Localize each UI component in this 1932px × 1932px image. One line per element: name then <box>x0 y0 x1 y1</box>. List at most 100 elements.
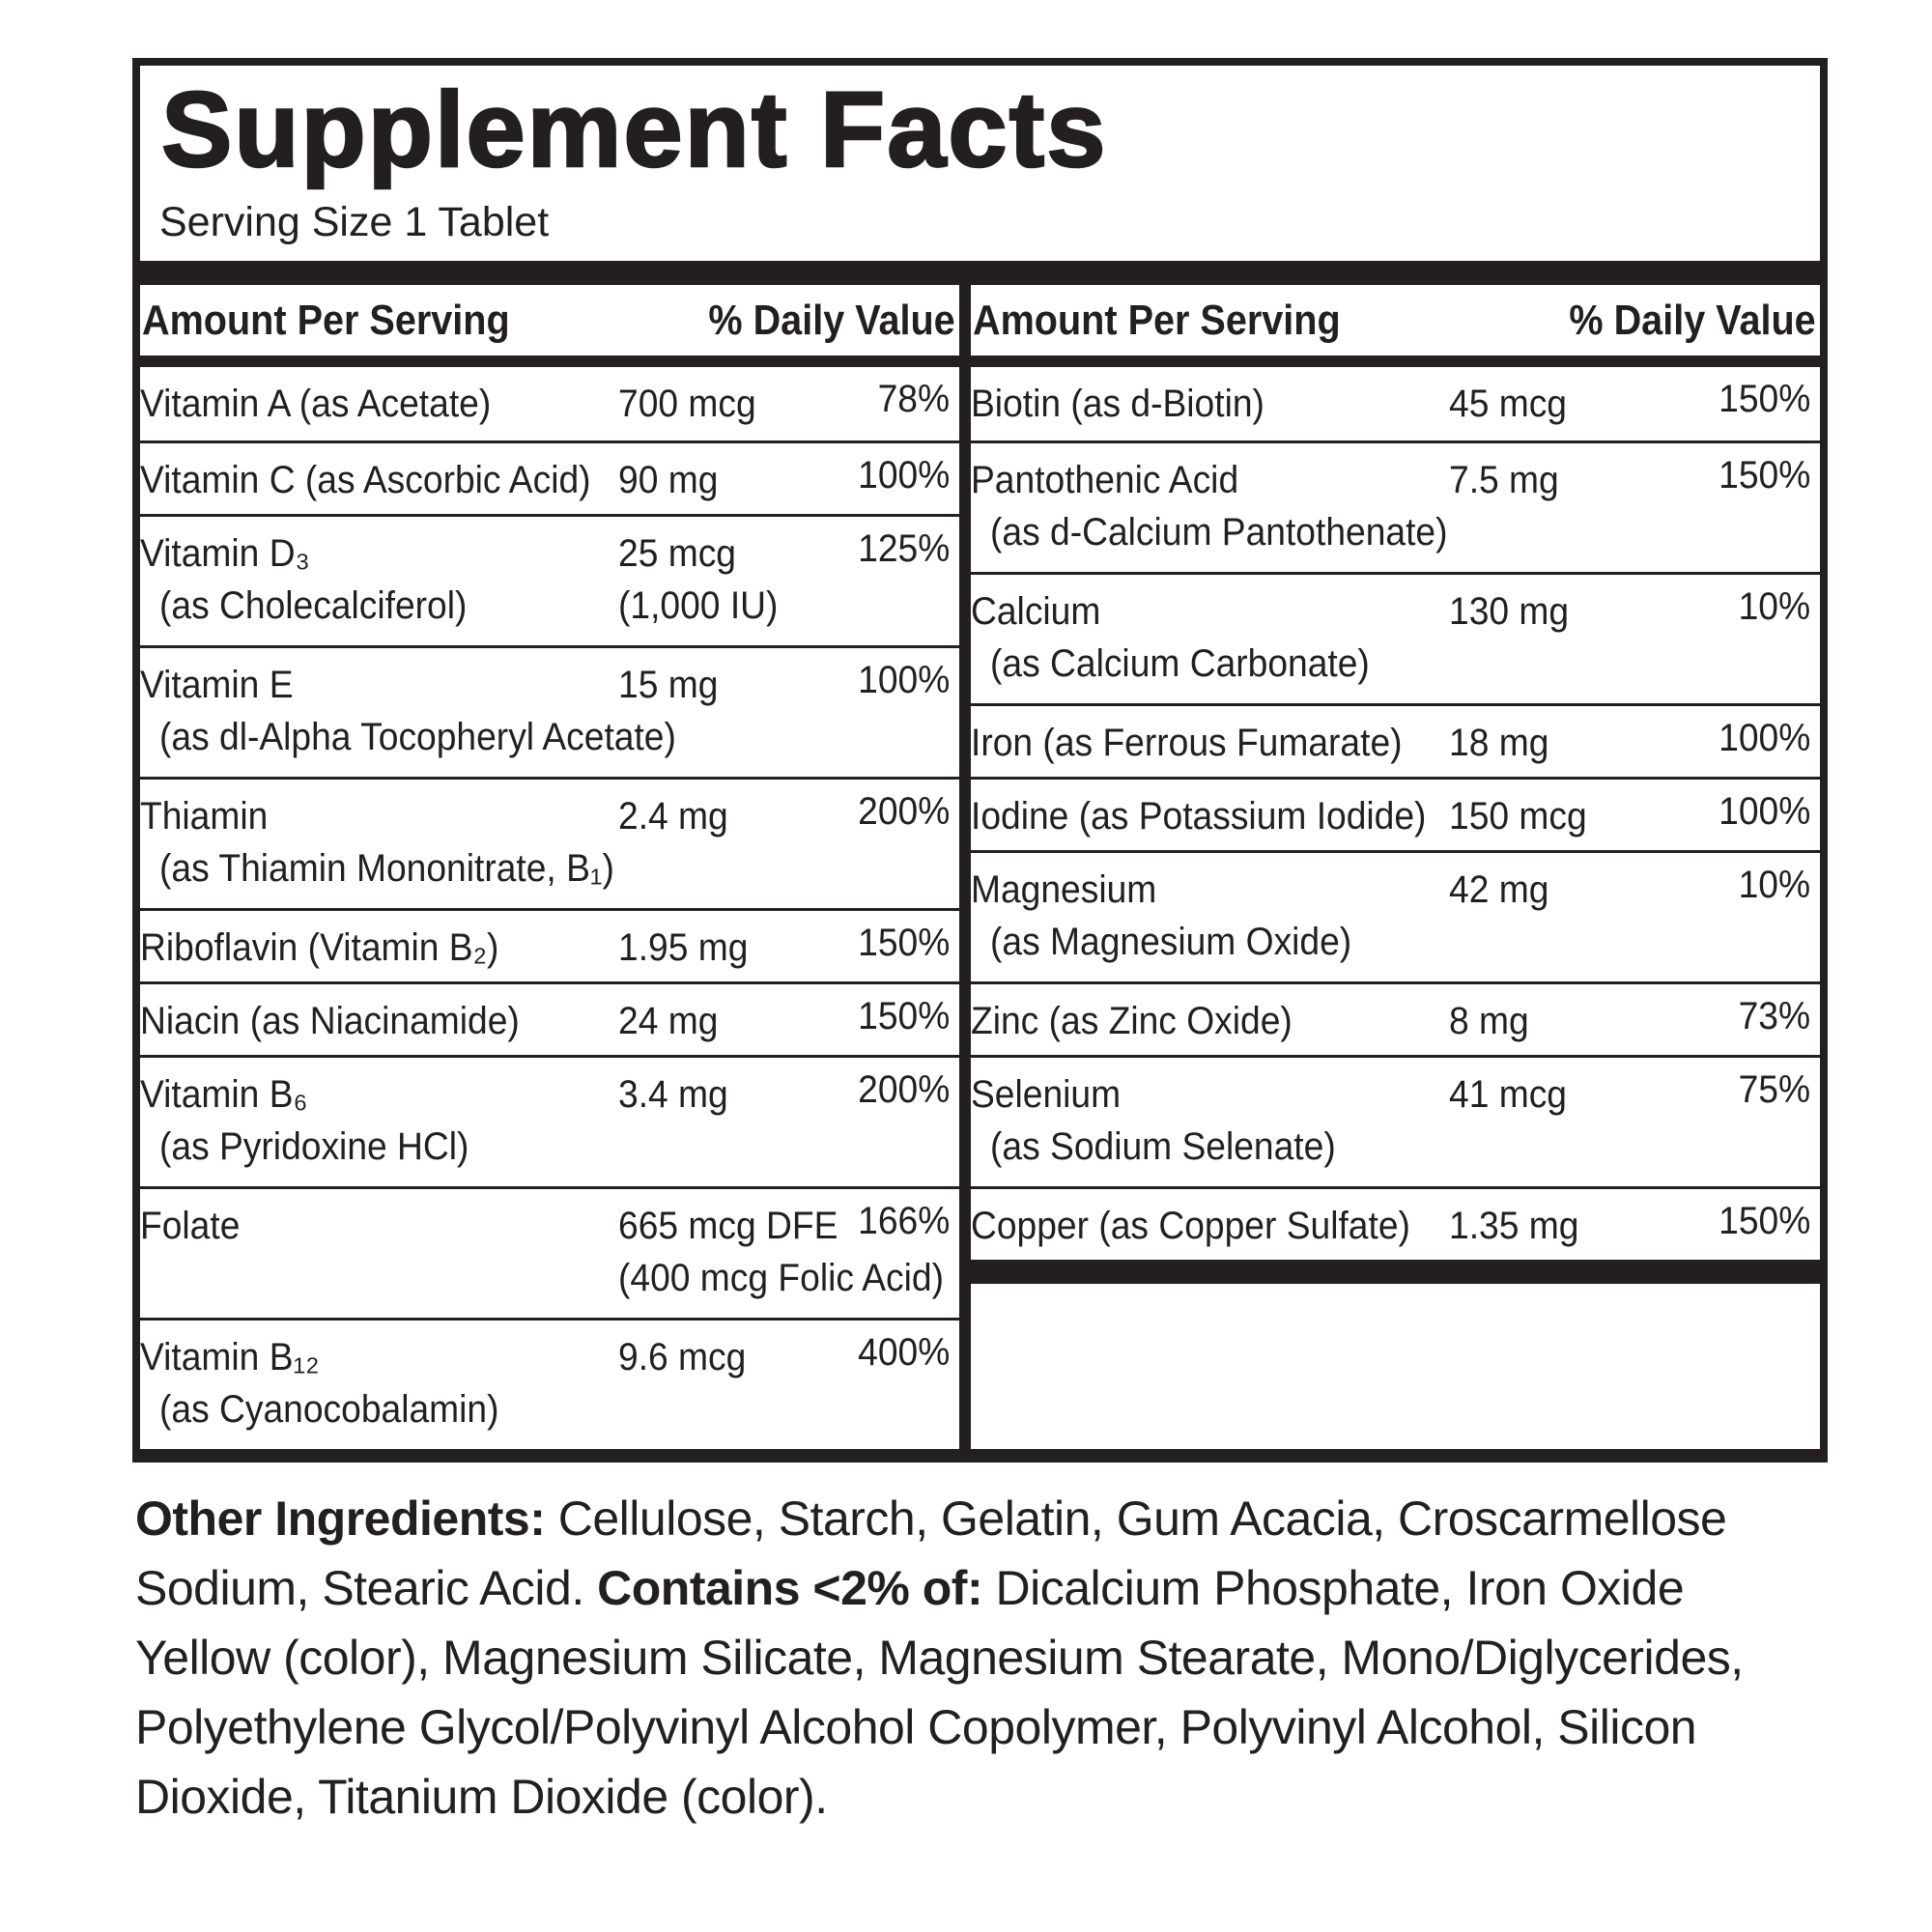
nutrient-amount-text: 9.6 mcg <box>618 1336 747 1378</box>
nutrient-amount-text: 150 mcg <box>1449 795 1587 838</box>
nutrient-name-secondary: (as Calcium Carbonate) <box>971 638 1820 690</box>
nutrient-daily-value: 150% <box>851 922 950 965</box>
nutrient-amount-line: 700 mcg <box>618 378 766 430</box>
nutrient-amount: 9.6 mcg <box>618 1331 755 1383</box>
nutrient-name-cell: Copper (as Copper Sulfate) <box>971 1200 1820 1252</box>
nutrient-amount-line: 665 mcg DFE <box>618 1200 968 1252</box>
nutrient-name-cell: Calcium (as Calcium Carbonate) <box>971 585 1820 690</box>
nutrient-name: Iodine (as Potassium Iodide) <box>971 790 1820 842</box>
nutrient-row: Vitamin D₃ (as Cholecalciferol) 25 mcg (1,0… <box>140 514 959 645</box>
separator-bar-top <box>140 261 1820 285</box>
nutrient-name-secondary-text: (as Sodium Selenate) <box>990 1125 1336 1168</box>
nutrient-amount-secondary: (400 mcg Folic Acid) <box>618 1252 968 1304</box>
nutrient-daily-value-text: 150% <box>1718 1200 1810 1242</box>
nutrient-name: Vitamin A (as Acetate) <box>140 378 959 430</box>
nutrient-daily-value: 150% <box>1712 1200 1810 1243</box>
header-daily-value-label: % Daily Value <box>1569 296 1816 344</box>
nutrient-name-secondary: (as d-Calcium Pantothenate) <box>971 506 1820 558</box>
nutrient-amount-line: 45 mcg <box>1449 378 1576 430</box>
nutrient-name-text: Selenium <box>971 1073 1122 1116</box>
nutrient-amount-line: 25 mcg <box>618 527 790 580</box>
nutrient-row: Iron (as Ferrous Fumarate) 18 mg 100% <box>971 703 1820 777</box>
nutrient-name: Riboflavin (Vitamin B₂) <box>140 922 959 974</box>
nutrient-daily-value: 150% <box>1712 454 1810 497</box>
nutrient-row: Calcium (as Calcium Carbonate) 130 mg 10% <box>971 572 1820 703</box>
nutrient-row: Vitamin B₆ (as Pyridoxine HCl) 3.4 mg 200% <box>140 1055 959 1186</box>
nutrient-name-cell: Vitamin B₁₂ (as Cyanocobalamin) <box>140 1331 959 1435</box>
nutrient-daily-value-text: 125% <box>857 527 950 570</box>
nutrient-name-cell: Niacin (as Niacinamide) <box>140 995 959 1047</box>
nutrient-amount-text: 45 mcg <box>1449 383 1567 425</box>
nutrient-amount: 665 mcg DFE (400 mcg Folic Acid) <box>618 1200 968 1304</box>
nutrient-amount: 8 mg <box>1449 995 1535 1047</box>
nutrient-name-secondary: (as Pyridoxine HCl) <box>140 1121 959 1173</box>
nutrient-name: Biotin (as d-Biotin) <box>971 378 1820 430</box>
nutrient-name-secondary: (as dl-Alpha Tocopheryl Acetate) <box>140 711 959 763</box>
nutrient-row: Thiamin (as Thiamin Mononitrate, B₁) 2.4 m… <box>140 777 959 908</box>
nutrient-amount-text: 90 mg <box>618 459 719 501</box>
nutrient-name-secondary: (as Cholecalciferol) <box>140 580 959 632</box>
other-ingredients: Other Ingredients: Cellulose, Starch, Ge… <box>135 1484 1770 1832</box>
nutrient-name: Calcium <box>971 585 1820 638</box>
nutrient-name: Copper (as Copper Sulfate) <box>971 1200 1820 1252</box>
nutrient-name-secondary-text: (as Cyanocobalamin) <box>159 1388 499 1431</box>
nutrient-name-text: Thiamin <box>140 795 269 838</box>
nutrient-name-cell: Selenium (as Sodium Selenate) <box>971 1068 1820 1173</box>
nutrient-amount-secondary-text: (1,000 IU) <box>618 584 779 627</box>
separator-bar-end <box>971 1260 1820 1284</box>
nutrient-amount-text: 42 mg <box>1449 868 1549 911</box>
nutrient-row: Vitamin E (as dl-Alpha Tocopheryl Acetate… <box>140 645 959 777</box>
nutrient-amount: 7.5 mg <box>1449 454 1567 506</box>
nutrient-amount: 15 mg <box>618 659 725 711</box>
nutrient-name: Vitamin B₁₂ <box>140 1331 959 1383</box>
nutrient-daily-value-text: 200% <box>857 790 950 833</box>
nutrient-daily-value-text: 100% <box>857 454 950 497</box>
nutrient-amount: 130 mg <box>1449 585 1577 638</box>
nutrient-daily-value-text: 10% <box>1738 585 1810 628</box>
nutrient-daily-value: 78% <box>872 378 950 421</box>
nutrient-name-text: Iodine (as Potassium Iodide) <box>971 795 1427 838</box>
nutrient-row: Vitamin C (as Ascorbic Acid) 90 mg 100% <box>140 440 959 514</box>
nutrient-name-cell: Thiamin (as Thiamin Mononitrate, B₁) <box>140 790 959 895</box>
nutrient-amount-line: 41 mcg <box>1449 1068 1576 1121</box>
serving-size: Serving Size 1 Tablet <box>159 199 550 245</box>
nutrient-daily-value-text: 100% <box>1718 790 1810 833</box>
nutrient-amount-text: 25 mcg <box>618 532 736 575</box>
nutrient-daily-value-text: 400% <box>857 1331 950 1374</box>
nutrient-name: Niacin (as Niacinamide) <box>140 995 959 1047</box>
nutrient-name-secondary: (as Thiamin Mononitrate, B₁) <box>140 842 959 895</box>
nutrient-row: Zinc (as Zinc Oxide) 8 mg 73% <box>971 981 1820 1055</box>
nutrient-daily-value: 100% <box>1712 717 1810 760</box>
nutrient-amount: 41 mcg <box>1449 1068 1576 1121</box>
nutrient-daily-value-text: 73% <box>1738 995 1810 1037</box>
nutrient-amount-line: 18 mg <box>1449 717 1556 769</box>
nutrient-name-text: Vitamin E <box>140 664 294 706</box>
nutrient-amount-text: 41 mcg <box>1449 1073 1567 1116</box>
nutrient-amount-line: 130 mg <box>1449 585 1577 638</box>
nutrient-name: Magnesium <box>971 864 1820 916</box>
nutrient-row: Selenium (as Sodium Selenate) 41 mcg 75% <box>971 1055 1820 1186</box>
nutrient-name-text: Riboflavin (Vitamin B₂) <box>140 926 499 969</box>
nutrient-name-text: Calcium <box>971 590 1101 633</box>
nutrient-amount-line: 2.4 mg <box>618 790 736 842</box>
nutrient-amount-text: 18 mg <box>1449 722 1549 764</box>
nutrient-name-cell: Riboflavin (Vitamin B₂) <box>140 922 959 974</box>
nutrient-amount-text: 130 mg <box>1449 590 1570 633</box>
nutrient-amount-text: 15 mg <box>618 664 719 706</box>
nutrient-name-secondary-text: (as Calcium Carbonate) <box>990 642 1370 685</box>
nutrient-name-cell: Folate <box>140 1200 959 1252</box>
column-left-rows: Vitamin A (as Acetate) 700 mcg 78% Vitamin … <box>140 367 959 1449</box>
nutrient-amount-line: 24 mg <box>618 995 725 1047</box>
nutrient-daily-value: 100% <box>851 454 950 497</box>
nutrient-amount-text: 3.4 mg <box>618 1073 728 1116</box>
nutrient-name-text: Vitamin B₁₂ <box>140 1336 320 1378</box>
nutrient-daily-value: 100% <box>851 659 950 702</box>
nutrient-daily-value: 200% <box>851 1068 950 1112</box>
nutrient-amount: 45 mcg <box>1449 378 1576 430</box>
nutrient-amount: 18 mg <box>1449 717 1556 769</box>
nutrient-name-text: Vitamin D₃ <box>140 532 310 575</box>
nutrient-amount-line: 90 mg <box>618 454 725 506</box>
nutrient-amount: 700 mcg <box>618 378 766 430</box>
nutrient-name-cell: Biotin (as d-Biotin) <box>971 378 1820 430</box>
columns: Amount Per Serving % Daily Value Vitamin… <box>140 285 1820 1449</box>
